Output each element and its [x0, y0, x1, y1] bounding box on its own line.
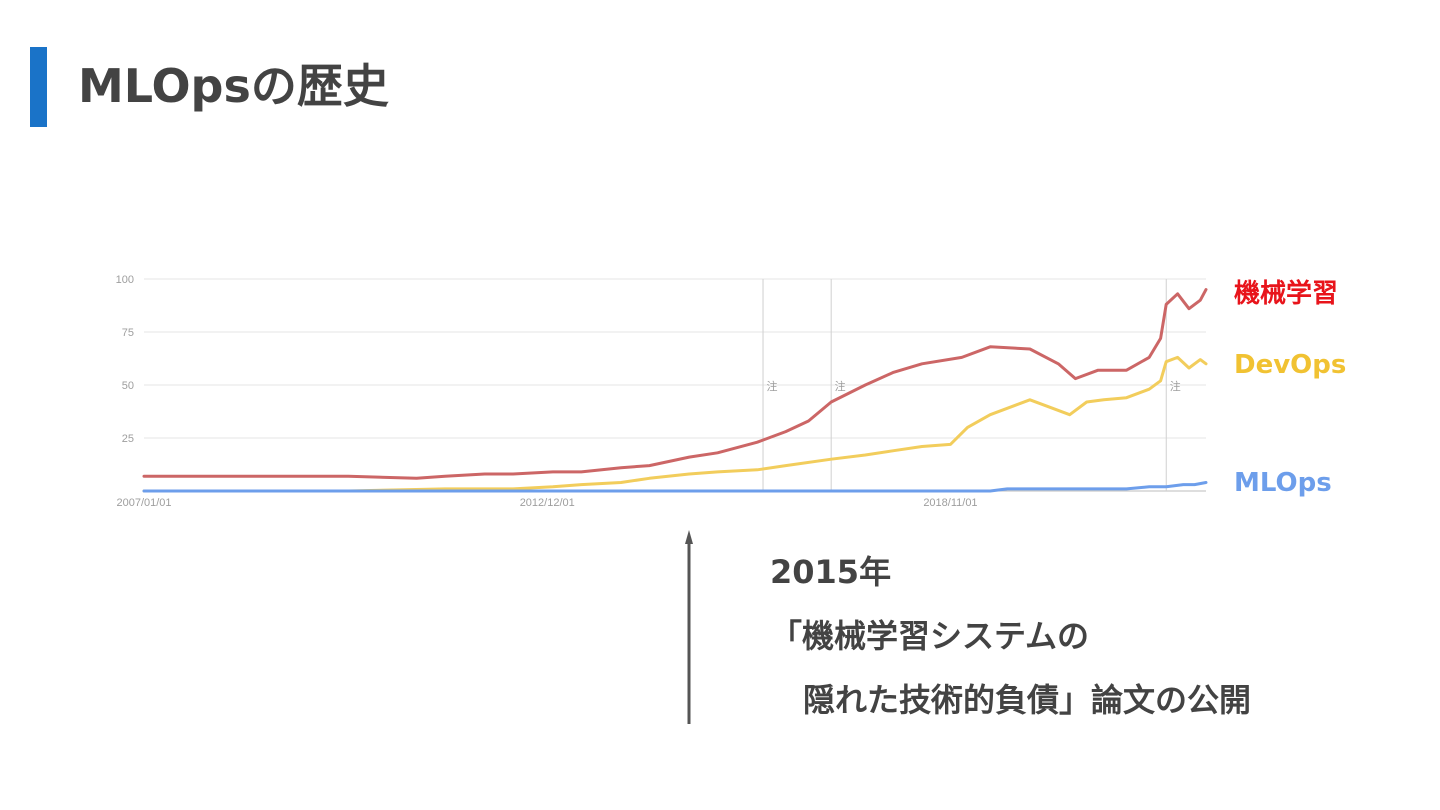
arrow-head	[685, 530, 694, 544]
x-tick-label: 2007/01/01	[116, 497, 171, 509]
x-tick-label: 2012/12/01	[520, 497, 575, 509]
x-tick-label: 2018/11/01	[923, 497, 977, 509]
note-marker-label: 注	[1170, 379, 1181, 393]
title-accent-bar	[30, 47, 47, 127]
legend-label: DevOps	[1234, 350, 1346, 380]
series-line-機械学習	[142, 288, 1208, 480]
note-marker-label: 注	[767, 379, 778, 393]
y-tick-label: 75	[122, 327, 134, 339]
annotation-line-1: 「機械学習システムの	[770, 617, 1090, 655]
y-tick-label: 100	[116, 274, 134, 286]
annotation-line-2: 隠れた技術的負債」論文の公開	[803, 681, 1252, 719]
page-title: MLOpsの歴史	[78, 59, 389, 113]
annotation-year: 2015年	[770, 553, 892, 591]
note-marker-label: 注	[835, 379, 846, 393]
series-line-DevOps	[142, 355, 1208, 493]
y-tick-label: 25	[122, 433, 134, 445]
legend-label: MLOps	[1234, 468, 1332, 498]
annotation-arrow	[685, 530, 694, 724]
legend-label: 機械学習	[1234, 278, 1338, 309]
trend-chart: 100 75 50 25 注 注 注 2007/01/01 2012/12/01 2018/11/…	[116, 274, 1347, 509]
series-line-MLOps	[142, 481, 1208, 493]
y-tick-label: 50	[122, 380, 134, 392]
